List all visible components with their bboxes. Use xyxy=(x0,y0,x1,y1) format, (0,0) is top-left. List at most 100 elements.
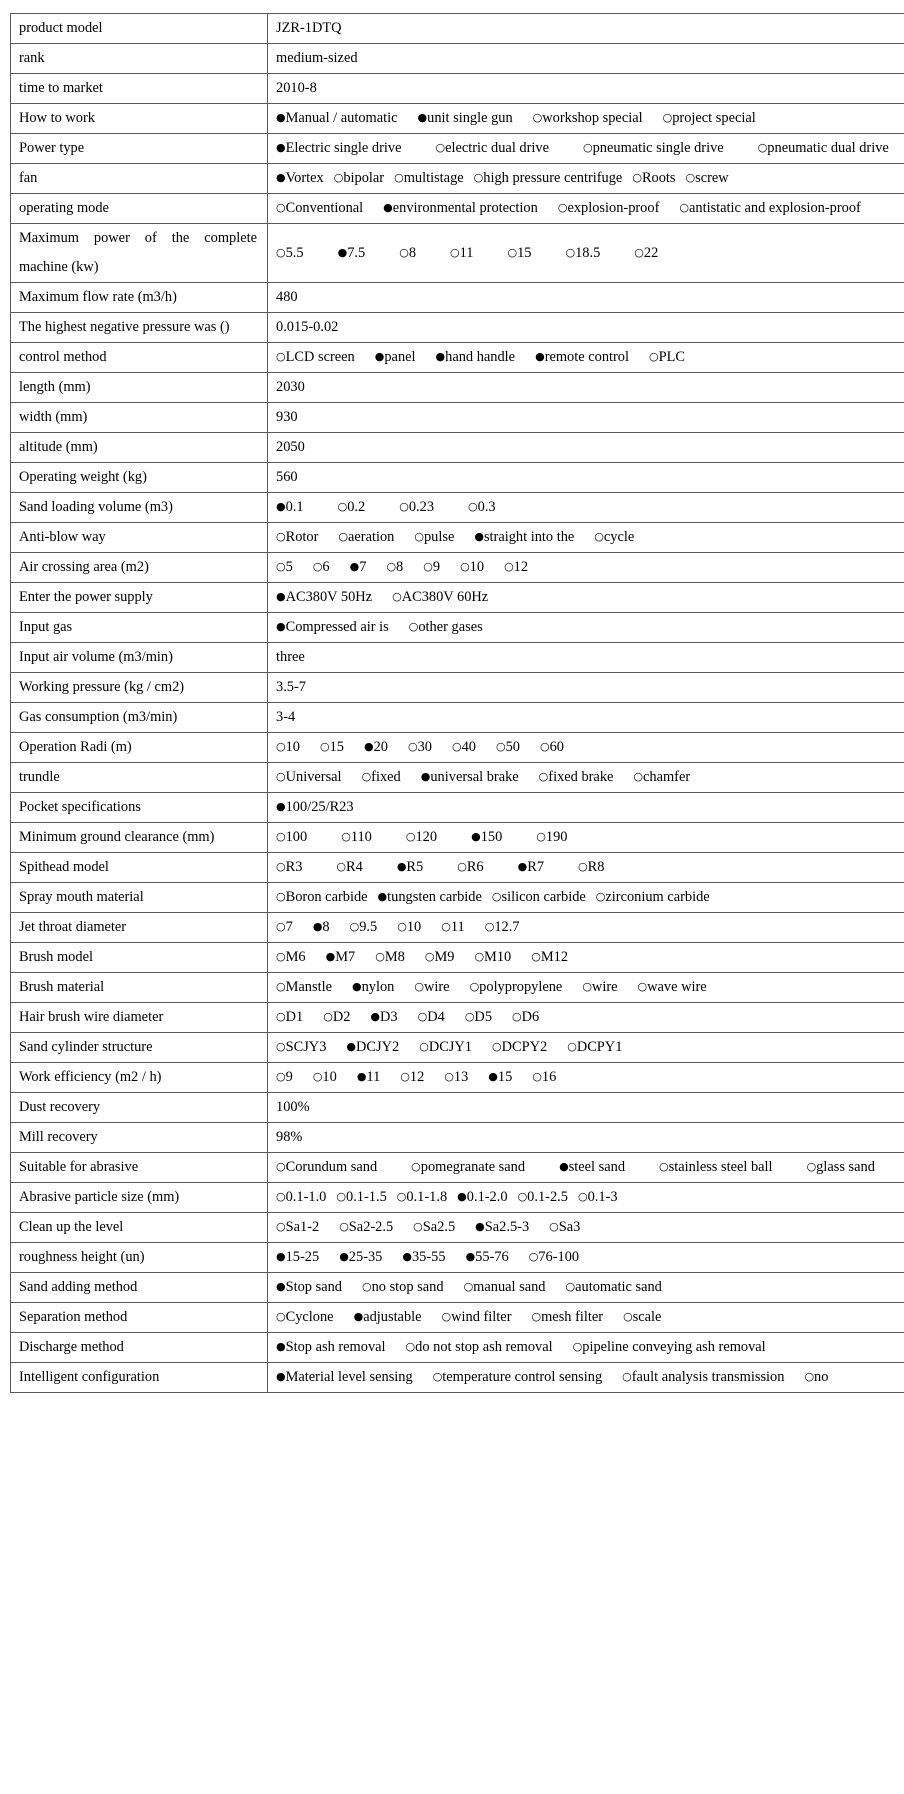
option-unselected[interactable]: ○M12 xyxy=(531,949,568,965)
option-selected[interactable]: ●11 xyxy=(357,1069,380,1085)
option-unselected[interactable]: ○no stop sand xyxy=(362,1279,444,1295)
option-unselected[interactable]: ○10 xyxy=(276,739,300,755)
option-unselected[interactable]: ○do not stop ash removal xyxy=(406,1339,553,1355)
option-unselected[interactable]: ○Cyclone xyxy=(276,1309,334,1325)
option-unselected[interactable]: ○SCJY3 xyxy=(276,1039,326,1055)
option-selected[interactable]: ●Material level sensing xyxy=(276,1369,413,1385)
option-selected[interactable]: ●0.1-2.0 xyxy=(457,1189,507,1205)
option-unselected[interactable]: ○Boron carbide xyxy=(276,889,368,905)
option-unselected[interactable]: ○110 xyxy=(341,829,372,845)
option-selected[interactable]: ●steel sand xyxy=(559,1159,625,1175)
option-unselected[interactable]: ○R8 xyxy=(578,859,604,875)
option-unselected[interactable]: ○0.23 xyxy=(399,499,434,515)
option-unselected[interactable]: ○Sa2-2.5 xyxy=(339,1219,393,1235)
option-unselected[interactable]: ○30 xyxy=(408,739,432,755)
option-unselected[interactable]: ○76-100 xyxy=(529,1249,579,1265)
option-selected[interactable]: ●Stop sand xyxy=(276,1279,342,1295)
option-unselected[interactable]: ○mesh filter xyxy=(532,1309,604,1325)
option-unselected[interactable]: ○R6 xyxy=(457,859,483,875)
option-selected[interactable]: ●nylon xyxy=(352,979,394,995)
option-unselected[interactable]: ○7 xyxy=(276,919,293,935)
option-unselected[interactable]: ○15 xyxy=(508,245,532,261)
option-unselected[interactable]: ○12.7 xyxy=(485,919,520,935)
option-selected[interactable]: ●R7 xyxy=(518,859,544,875)
option-unselected[interactable]: ○15 xyxy=(320,739,344,755)
option-unselected[interactable]: ○wire xyxy=(414,979,449,995)
option-unselected[interactable]: ○high pressure centrifuge xyxy=(474,170,623,186)
option-unselected[interactable]: ○pipeline conveying ash removal xyxy=(573,1339,766,1355)
option-selected[interactable]: ●0.1 xyxy=(276,499,304,515)
option-selected[interactable]: ●remote control xyxy=(535,349,629,365)
option-unselected[interactable]: ○wind filter xyxy=(442,1309,512,1325)
option-selected[interactable]: ●Manual / automatic xyxy=(276,110,398,126)
option-unselected[interactable]: ○0.1-2.5 xyxy=(518,1189,568,1205)
option-selected[interactable]: ●environmental protection xyxy=(383,200,538,216)
option-unselected[interactable]: ○Sa2.5 xyxy=(413,1219,455,1235)
option-unselected[interactable]: ○antistatic and explosion-proof xyxy=(679,200,860,216)
option-unselected[interactable]: ○120 xyxy=(406,829,437,845)
option-selected[interactable]: ●panel xyxy=(375,349,416,365)
option-unselected[interactable]: ○10 xyxy=(397,919,421,935)
option-unselected[interactable]: ○pneumatic single drive xyxy=(583,140,724,156)
option-unselected[interactable]: ○silicon carbide xyxy=(492,889,586,905)
option-unselected[interactable]: ○other gases xyxy=(409,619,483,635)
option-selected[interactable]: ●hand handle xyxy=(436,349,516,365)
option-unselected[interactable]: ○50 xyxy=(496,739,520,755)
option-unselected[interactable]: ○16 xyxy=(532,1069,556,1085)
option-unselected[interactable]: ○wire xyxy=(582,979,617,995)
option-selected[interactable]: ●100/25/R23 xyxy=(276,799,354,815)
option-selected[interactable]: ●Compressed air is xyxy=(276,619,389,635)
option-unselected[interactable]: ○stainless steel ball xyxy=(659,1159,773,1175)
option-unselected[interactable]: ○M9 xyxy=(425,949,455,965)
option-unselected[interactable]: ○0.1-1.8 xyxy=(397,1189,447,1205)
option-unselected[interactable]: ○no xyxy=(804,1369,828,1385)
option-unselected[interactable]: ○workshop special xyxy=(533,110,643,126)
option-selected[interactable]: ●straight into the xyxy=(474,529,574,545)
option-unselected[interactable]: ○11 xyxy=(441,919,464,935)
option-unselected[interactable]: ○electric dual drive xyxy=(436,140,550,156)
option-unselected[interactable]: ○10 xyxy=(313,1069,337,1085)
option-unselected[interactable]: ○Sa1-2 xyxy=(276,1219,319,1235)
option-unselected[interactable]: ○0.2 xyxy=(338,499,366,515)
option-unselected[interactable]: ○11 xyxy=(450,245,473,261)
option-selected[interactable]: ●Vortex xyxy=(276,170,324,186)
option-unselected[interactable]: ○0.1-1.5 xyxy=(336,1189,386,1205)
option-unselected[interactable]: ○automatic sand xyxy=(566,1279,662,1295)
option-unselected[interactable]: ○DCJY1 xyxy=(419,1039,472,1055)
option-unselected[interactable]: ○project special xyxy=(663,110,756,126)
option-selected[interactable]: ●Sa2.5-3 xyxy=(475,1219,529,1235)
option-unselected[interactable]: ○8 xyxy=(399,245,416,261)
option-selected[interactable]: ●R5 xyxy=(397,859,423,875)
option-selected[interactable]: ●150 xyxy=(471,829,502,845)
option-unselected[interactable]: ○fault analysis transmission xyxy=(622,1369,784,1385)
option-unselected[interactable]: ○PLC xyxy=(649,349,685,365)
option-unselected[interactable]: ○LCD screen xyxy=(276,349,355,365)
option-selected[interactable]: ●Stop ash removal xyxy=(276,1339,386,1355)
option-selected[interactable]: ●universal brake xyxy=(421,769,519,785)
option-unselected[interactable]: ○9 xyxy=(276,1069,293,1085)
option-selected[interactable]: ●tungsten carbide xyxy=(378,889,482,905)
option-unselected[interactable]: ○D5 xyxy=(465,1009,492,1025)
option-unselected[interactable]: ○M8 xyxy=(375,949,405,965)
option-selected[interactable]: ●25-35 xyxy=(339,1249,382,1265)
option-unselected[interactable]: ○D2 xyxy=(323,1009,350,1025)
option-unselected[interactable]: ○Rotor xyxy=(276,529,318,545)
option-unselected[interactable]: ○pneumatic dual drive xyxy=(758,140,889,156)
option-unselected[interactable]: ○60 xyxy=(540,739,564,755)
option-unselected[interactable]: ○bipolar xyxy=(334,170,384,186)
option-selected[interactable]: ●M7 xyxy=(326,949,356,965)
option-selected[interactable]: ●7 xyxy=(350,559,367,575)
option-unselected[interactable]: ○Roots xyxy=(632,170,675,186)
option-selected[interactable]: ●8 xyxy=(313,919,330,935)
option-unselected[interactable]: ○M6 xyxy=(276,949,306,965)
option-unselected[interactable]: ○polypropylene xyxy=(470,979,563,995)
option-unselected[interactable]: ○manual sand xyxy=(464,1279,546,1295)
option-unselected[interactable]: ○Manstle xyxy=(276,979,332,995)
option-unselected[interactable]: ○9.5 xyxy=(350,919,378,935)
option-unselected[interactable]: ○D4 xyxy=(418,1009,445,1025)
option-unselected[interactable]: ○multistage xyxy=(394,170,464,186)
option-selected[interactable]: ●DCJY2 xyxy=(346,1039,399,1055)
option-selected[interactable]: ●20 xyxy=(364,739,388,755)
option-unselected[interactable]: ○temperature control sensing xyxy=(433,1369,602,1385)
option-unselected[interactable]: ○chamfer xyxy=(633,769,690,785)
